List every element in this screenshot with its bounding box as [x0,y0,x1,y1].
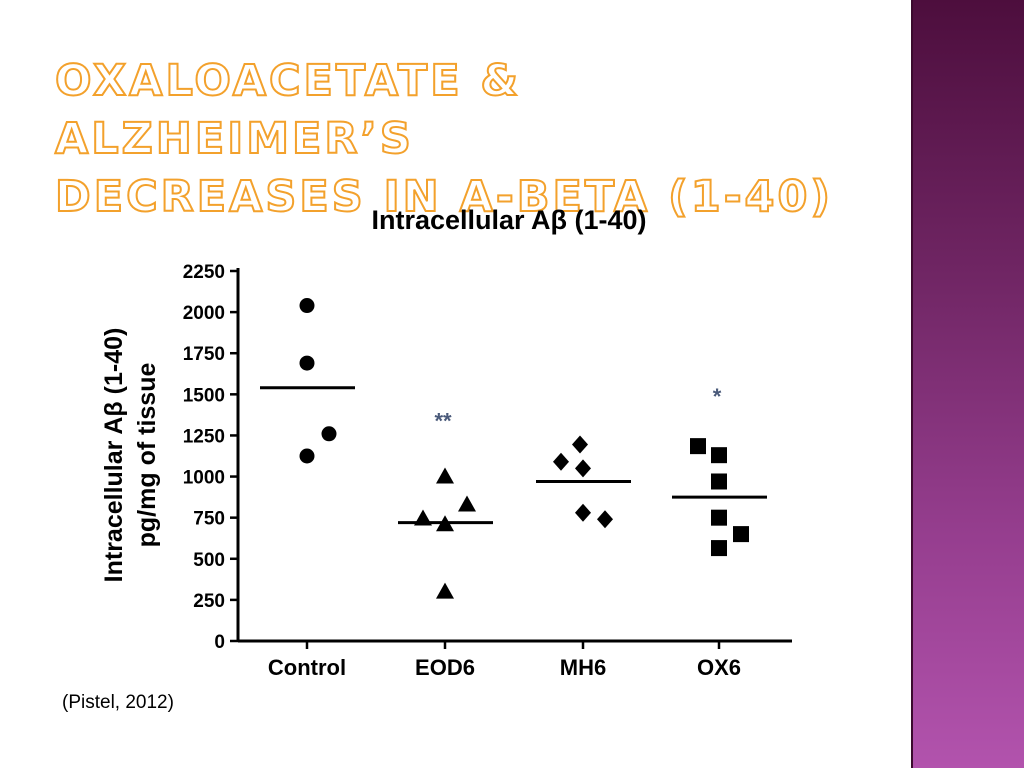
decorative-sidebar [913,0,1024,768]
y-tick-label: 1500 [183,385,225,406]
y-tick-label: 2250 [183,262,225,283]
data-point [690,438,706,455]
data-point [436,582,454,599]
slide-title: Oxaloacetate & Alzheimer’s decreases in … [54,52,895,226]
data-point [733,526,749,543]
scatter-chart: Intracellular Aβ (1-40) Intracellular Aβ… [100,205,792,680]
significance-marker: * [713,384,722,409]
x-tick-label: EOD6 [415,655,475,680]
x-tick-label: OX6 [697,655,741,680]
y-tick-label: 2000 [183,303,225,324]
data-point [553,452,569,471]
y-tick-label: 250 [193,591,225,612]
data-point [711,473,727,490]
data-point [299,355,315,371]
data-point [321,426,337,442]
x-tick-label: Control [268,655,346,680]
chart-title: Intracellular Aβ (1-40) [371,205,646,235]
data-point [436,467,454,484]
data-point [575,459,591,478]
data-point [711,447,727,464]
data-point [711,540,727,557]
data-point [575,503,591,522]
x-tick-label: MH6 [560,655,606,680]
y-tick-label: 750 [193,509,225,530]
y-axis-label-line-2: pg/mg of tissue [133,363,161,548]
data-point [299,298,315,314]
data-point [597,510,613,529]
y-tick-label: 1250 [183,426,225,447]
data-point [299,448,315,464]
sidebar-divider [911,0,913,768]
slide-title-line-1: Oxaloacetate & Alzheimer’s [54,55,522,165]
slide-title-line-2: decreases in A-Beta (1-40) [54,171,834,223]
y-tick-label: 1750 [183,344,225,365]
data-point [458,495,476,512]
data-point [572,435,588,454]
data-point [711,509,727,526]
citation: (Pistel, 2012) [62,692,174,713]
significance-marker: ** [434,409,452,434]
y-tick-label: 0 [214,632,225,653]
y-tick-label: 500 [193,550,225,571]
y-tick-label: 1000 [183,468,225,489]
y-axis-label-line-1: Intracellular Aβ (1-40) [100,328,128,583]
